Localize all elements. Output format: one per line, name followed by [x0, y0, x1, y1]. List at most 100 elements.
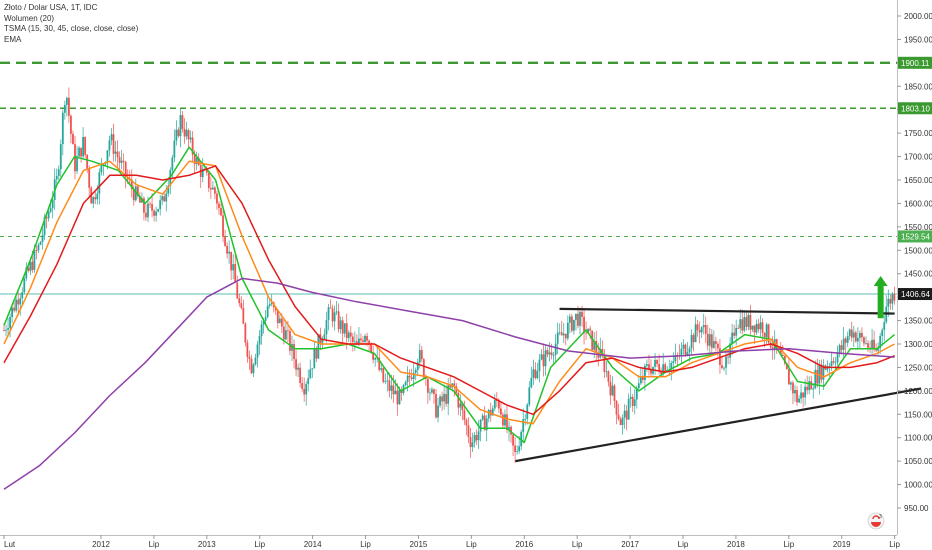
- candle-body: [315, 348, 318, 359]
- level-price-tag: [898, 102, 932, 115]
- time-tick-label: 2013: [198, 540, 216, 549]
- candle-body: [867, 343, 869, 348]
- candle-body: [94, 197, 97, 200]
- candle-body: [189, 137, 192, 140]
- candle-body: [325, 320, 328, 335]
- candle-body: [130, 179, 133, 190]
- candle-body: [554, 343, 557, 355]
- candle-body: [725, 356, 727, 368]
- candle-body: [804, 386, 807, 398]
- candle-body: [816, 370, 819, 384]
- candle-body: [828, 365, 831, 367]
- candle-body: [274, 307, 277, 311]
- ema-indicator-label[interactable]: EMA: [4, 34, 22, 44]
- candle-body: [670, 362, 673, 370]
- level-price-tag: [898, 56, 932, 69]
- price-tick-label: 1550.00: [904, 223, 932, 232]
- trendline: [515, 387, 922, 463]
- candle-body: [830, 361, 833, 366]
- candle-body: [159, 200, 162, 210]
- candle-body: [307, 378, 310, 384]
- candle-body: [341, 320, 344, 334]
- price-tick-label: 1600.00: [904, 199, 932, 208]
- candle-body: [796, 390, 798, 403]
- candle-body: [806, 386, 809, 391]
- candle-body: [848, 329, 851, 337]
- time-tick-label: Lip: [678, 540, 689, 549]
- tradingview-logo-icon[interactable]: 3: [867, 512, 885, 530]
- candle-body: [47, 211, 50, 219]
- candle-body: [108, 140, 111, 151]
- candle-body: [218, 203, 220, 208]
- candle-body: [877, 348, 880, 351]
- candle-body: [193, 154, 196, 165]
- candle-body: [587, 328, 590, 334]
- tsma-indicator-label[interactable]: TSMA (15, 30, 45, close, close, close): [4, 24, 139, 33]
- candle-body: [650, 369, 652, 374]
- time-tick-label: 2014: [304, 540, 322, 549]
- candle-body: [873, 339, 875, 350]
- candle-body: [262, 320, 265, 325]
- candle-body: [641, 376, 644, 380]
- candle-body: [138, 196, 141, 203]
- candle-body: [767, 324, 770, 343]
- candle-body: [858, 332, 861, 338]
- time-tick-label: Lip: [149, 540, 160, 549]
- candle-body: [820, 364, 823, 380]
- candle-body: [414, 369, 417, 373]
- candle-body: [335, 311, 338, 313]
- candle-body: [865, 343, 867, 344]
- candle-body: [471, 442, 474, 448]
- candle-body: [222, 215, 224, 237]
- candle-body: [177, 129, 180, 137]
- candle-body: [798, 398, 800, 403]
- candle-body: [775, 339, 778, 349]
- candle-body: [751, 325, 754, 330]
- candle-body: [313, 348, 316, 369]
- candle-body: [564, 333, 567, 339]
- candle-body: [524, 418, 527, 420]
- candle-body: [157, 209, 160, 212]
- candle-body: [282, 326, 285, 340]
- chart-legend[interactable]: Złoto / Dolar USA, 1T, IDC Wolumen (20) …: [4, 3, 138, 45]
- candle-body: [238, 298, 241, 304]
- candle-body: [384, 381, 387, 382]
- candle-body: [794, 390, 796, 394]
- candle-body: [285, 330, 287, 340]
- candle-body: [810, 381, 813, 390]
- candle-body: [339, 320, 342, 330]
- candle-body: [280, 318, 283, 327]
- price-tick-label: 1000.00: [904, 481, 932, 490]
- candle-body: [771, 347, 774, 349]
- candle-body: [408, 375, 411, 378]
- candle-body: [410, 377, 413, 379]
- candle-body: [380, 368, 383, 370]
- time-tick-label: 2015: [410, 540, 428, 549]
- candle-body: [378, 357, 381, 370]
- candle-body: [368, 340, 370, 344]
- candle-body: [792, 382, 794, 394]
- candle-body: [447, 385, 450, 404]
- candle-body: [548, 352, 551, 355]
- candle-body: [712, 341, 715, 348]
- candle-body: [822, 365, 825, 380]
- candle-body: [581, 311, 583, 317]
- candle-body: [112, 134, 115, 154]
- candle-body: [648, 364, 650, 370]
- candle-body: [889, 298, 892, 304]
- symbol-label[interactable]: Złoto / Dolar USA, 1T, IDC: [4, 3, 98, 12]
- candle-body: [749, 314, 752, 330]
- candle-body: [544, 350, 547, 367]
- level-price-tag: [898, 230, 932, 243]
- candle-body: [528, 387, 531, 405]
- candle-body: [345, 323, 348, 339]
- candle-body: [783, 356, 786, 364]
- time-axis[interactable]: Lut 2012 Lip 2013 Lip 2014 Lip 2015 Lip 2016 Lip 20…: [0, 535, 901, 549]
- candle-body: [607, 371, 610, 382]
- price-axis[interactable]: 950.00 1000.00 1050.00 1100.00 1150.00 1200.0…: [897, 0, 932, 535]
- candle-body: [25, 267, 28, 279]
- candle-body: [623, 410, 626, 418]
- candle-body: [660, 371, 663, 375]
- volume-indicator-label[interactable]: Wolumen (20): [4, 13, 55, 23]
